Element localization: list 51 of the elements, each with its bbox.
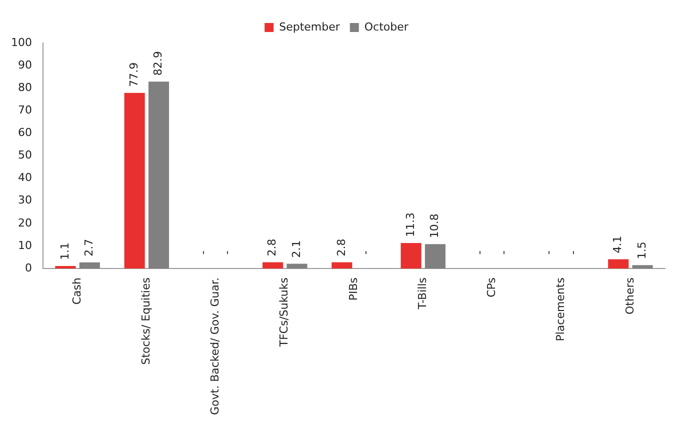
y-tick-label: 70	[18, 104, 32, 117]
text: -	[196, 250, 210, 255]
y-tick-label: 50	[18, 148, 32, 162]
x-tick-label: CPs	[485, 277, 498, 298]
bar	[79, 262, 100, 269]
data-label: 77.9	[127, 62, 140, 87]
bar	[424, 244, 446, 269]
data-label: 1.1	[58, 242, 72, 260]
x-tick-label: Others	[623, 277, 636, 314]
text: -	[566, 250, 580, 255]
data-label: 2.1	[290, 240, 303, 258]
bar	[286, 264, 308, 269]
data-label: 1.5	[635, 242, 648, 260]
bar	[608, 259, 629, 269]
data-label: 11.3	[404, 212, 417, 238]
x-tick-label: Cash	[70, 277, 84, 305]
y-tick-label: 80	[18, 80, 32, 94]
x-tick-label: PIBs	[346, 277, 360, 301]
x-tick-label: Placements	[554, 277, 568, 342]
data-label: 2.8	[266, 238, 279, 256]
x-tick-label: T-Bills	[416, 277, 429, 310]
bar	[632, 265, 653, 269]
text: -	[358, 250, 372, 255]
legend-label: October	[364, 20, 409, 34]
x-tick-label: Stocks/ Equities	[140, 277, 153, 365]
text: -	[497, 250, 510, 255]
y-tick-label: 100	[10, 36, 32, 49]
y-tick-label: 90	[18, 58, 32, 72]
y-tick-label: 0	[24, 261, 32, 274]
bar	[262, 262, 284, 269]
data-label: 2.7	[82, 238, 96, 256]
data-label: 82.9	[152, 51, 165, 76]
text: -	[542, 250, 556, 255]
y-tick-label: 60	[18, 126, 32, 140]
y-tick-label: 40	[18, 171, 32, 184]
bar	[55, 266, 76, 269]
data-label: 10.8	[428, 214, 442, 238]
y-tick-label: 10	[18, 238, 32, 252]
bar	[332, 262, 352, 269]
bar	[124, 92, 145, 269]
y-tick-label: 20	[18, 216, 32, 230]
text: -	[220, 250, 234, 255]
x-tick-label: TFCs/Sukuks	[278, 277, 291, 348]
data-label: 2.8	[334, 238, 348, 256]
x-tick-label: Govt. Backed/ Gov. Guar.	[208, 278, 222, 415]
data-label: 4.1	[611, 236, 624, 254]
bar	[400, 243, 422, 269]
text: -	[472, 250, 486, 255]
bar	[148, 82, 170, 269]
legend-label: September	[279, 20, 340, 34]
y-tick-label: 30	[18, 194, 32, 207]
